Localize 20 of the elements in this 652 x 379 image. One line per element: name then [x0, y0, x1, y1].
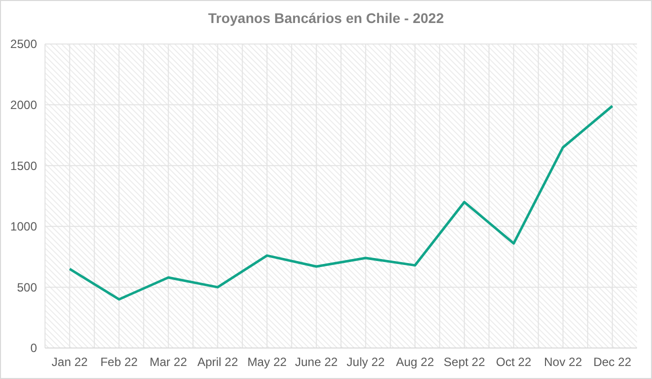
x-tick-label: Oct 22	[496, 355, 532, 369]
x-tick-label: May 22	[247, 355, 287, 369]
x-tick-label: Feb 22	[100, 355, 138, 369]
x-tick-label: July 22	[346, 355, 385, 369]
y-tick-label: 2000	[10, 98, 38, 112]
x-tick-label: June 22	[294, 355, 338, 369]
chart-title: Troyanos Bancários en Chile - 2022	[208, 10, 444, 26]
x-tick-label: Jan 22	[52, 355, 88, 369]
y-tick-label: 1000	[10, 220, 38, 234]
x-tick-label: Aug 22	[396, 355, 434, 369]
x-tick-label: Mar 22	[150, 355, 188, 369]
x-tick-label: Dec 22	[593, 355, 632, 369]
x-tick-label: Sept 22	[444, 355, 486, 369]
x-tick-label: April 22	[197, 355, 238, 369]
y-tick-label: 1500	[10, 158, 38, 173]
line-series	[68, 104, 614, 301]
y-tick-label: 2500	[10, 37, 38, 52]
y-tick-label: 500	[16, 280, 38, 294]
x-tick-label: Nov 22	[544, 355, 582, 369]
y-tick-label: 0	[30, 341, 38, 356]
